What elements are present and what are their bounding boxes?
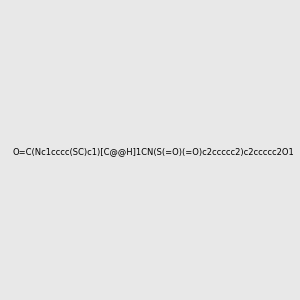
Text: O=C(Nc1cccc(SC)c1)[C@@H]1CN(S(=O)(=O)c2ccccc2)c2ccccc2O1: O=C(Nc1cccc(SC)c1)[C@@H]1CN(S(=O)(=O)c2c… <box>13 147 295 156</box>
